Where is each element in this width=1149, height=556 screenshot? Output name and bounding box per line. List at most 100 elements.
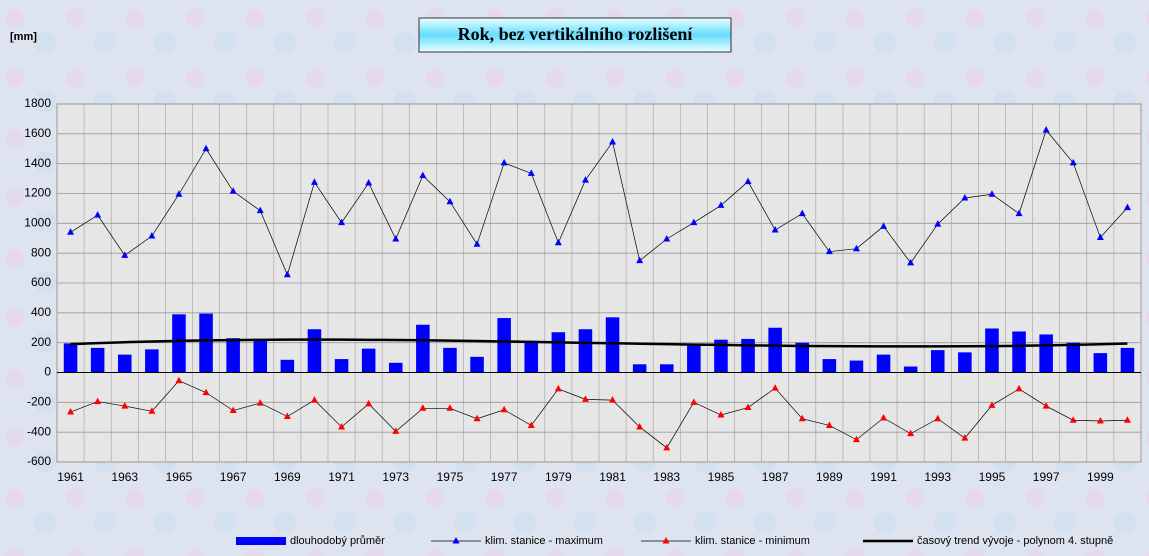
marker — [1042, 126, 1050, 133]
bar — [605, 317, 620, 373]
y-tick-label: 1400 — [24, 156, 51, 170]
x-tick-label: 1989 — [816, 470, 843, 484]
marker — [500, 158, 508, 166]
marker — [365, 179, 373, 186]
legend-swatch — [236, 537, 286, 545]
bar — [470, 356, 484, 373]
y-tick-label: 400 — [31, 305, 51, 319]
bar — [985, 328, 999, 373]
marker — [392, 234, 400, 242]
bar — [334, 359, 349, 373]
marker — [148, 232, 156, 239]
x-tick-label: 1997 — [1033, 470, 1060, 484]
bar — [1120, 347, 1135, 373]
y-axis-label: [mm] — [10, 31, 37, 43]
marker — [148, 407, 156, 414]
marker — [852, 435, 860, 443]
marker — [94, 211, 102, 218]
marker — [1069, 158, 1077, 166]
marker — [880, 413, 888, 421]
marker — [961, 434, 969, 441]
x-tick-label: 1983 — [653, 470, 680, 484]
x-tick-label: 1991 — [870, 470, 897, 484]
marker — [175, 376, 183, 384]
bar — [1066, 342, 1081, 373]
bar — [687, 345, 701, 373]
marker — [636, 422, 644, 430]
bar — [551, 332, 566, 373]
bar — [1093, 353, 1108, 373]
marker — [527, 421, 535, 428]
x-tick-label: 1975 — [437, 470, 464, 484]
legend-label: časový trend vývoje - polynom 4. stupně — [917, 535, 1113, 547]
marker — [1015, 209, 1023, 217]
legend-label: klim. stanice - minimum — [695, 535, 810, 547]
marker — [825, 247, 833, 255]
marker — [392, 427, 400, 434]
bar — [416, 324, 430, 373]
marker — [934, 414, 942, 422]
marker — [1069, 416, 1077, 423]
chart-title: Rok, bez vertikálního rozlišení — [458, 24, 694, 44]
marker — [717, 411, 725, 418]
marker — [798, 414, 806, 422]
marker — [798, 209, 806, 217]
marker — [283, 270, 291, 278]
marker — [446, 197, 454, 205]
marker — [609, 396, 617, 403]
x-tick-label: 1961 — [57, 470, 84, 484]
bar — [361, 348, 376, 373]
marker — [473, 240, 481, 247]
y-tick-label: -400 — [27, 424, 51, 438]
marker — [663, 443, 671, 451]
marker — [256, 399, 264, 406]
marker — [907, 429, 915, 437]
marker — [636, 256, 644, 264]
marker — [527, 169, 535, 176]
x-tick-label: 1999 — [1087, 470, 1114, 484]
marker — [229, 406, 237, 414]
marker — [175, 190, 183, 197]
marker — [554, 238, 562, 246]
x-tick-label: 1987 — [762, 470, 789, 484]
marker — [94, 397, 102, 405]
x-tick-label: 1977 — [491, 470, 518, 484]
x-tick-label: 1969 — [274, 470, 301, 484]
x-tick-label: 1963 — [111, 470, 138, 484]
marker — [419, 404, 427, 411]
marker — [961, 193, 969, 201]
marker — [310, 396, 318, 403]
marker — [744, 177, 752, 185]
bar — [172, 314, 186, 373]
marker — [771, 384, 779, 391]
x-tick-label: 1973 — [382, 470, 409, 484]
bar — [145, 349, 159, 373]
y-tick-label: 1200 — [24, 186, 51, 200]
marker — [419, 171, 427, 179]
bar — [849, 360, 864, 373]
title-box — [418, 17, 732, 53]
bar — [524, 341, 539, 373]
y-tick-label: 800 — [31, 245, 51, 259]
marker — [121, 402, 129, 409]
bar — [117, 354, 132, 373]
y-tick-label: 1600 — [24, 126, 51, 140]
bar — [714, 339, 728, 373]
marker — [338, 422, 346, 430]
bar — [903, 366, 918, 373]
marker — [581, 176, 589, 183]
legend-marker — [662, 537, 670, 544]
y-tick-label: 1800 — [24, 96, 51, 110]
marker — [717, 201, 725, 208]
bar — [578, 329, 593, 373]
bar — [226, 338, 240, 373]
marker — [581, 395, 589, 402]
legend-marker — [452, 537, 460, 544]
bar — [253, 338, 268, 373]
marker — [310, 178, 318, 185]
x-tick-label: 1971 — [328, 470, 355, 484]
bar — [199, 313, 213, 373]
legend-label: dlouhodobý průměr — [290, 535, 385, 547]
marker — [67, 228, 75, 235]
